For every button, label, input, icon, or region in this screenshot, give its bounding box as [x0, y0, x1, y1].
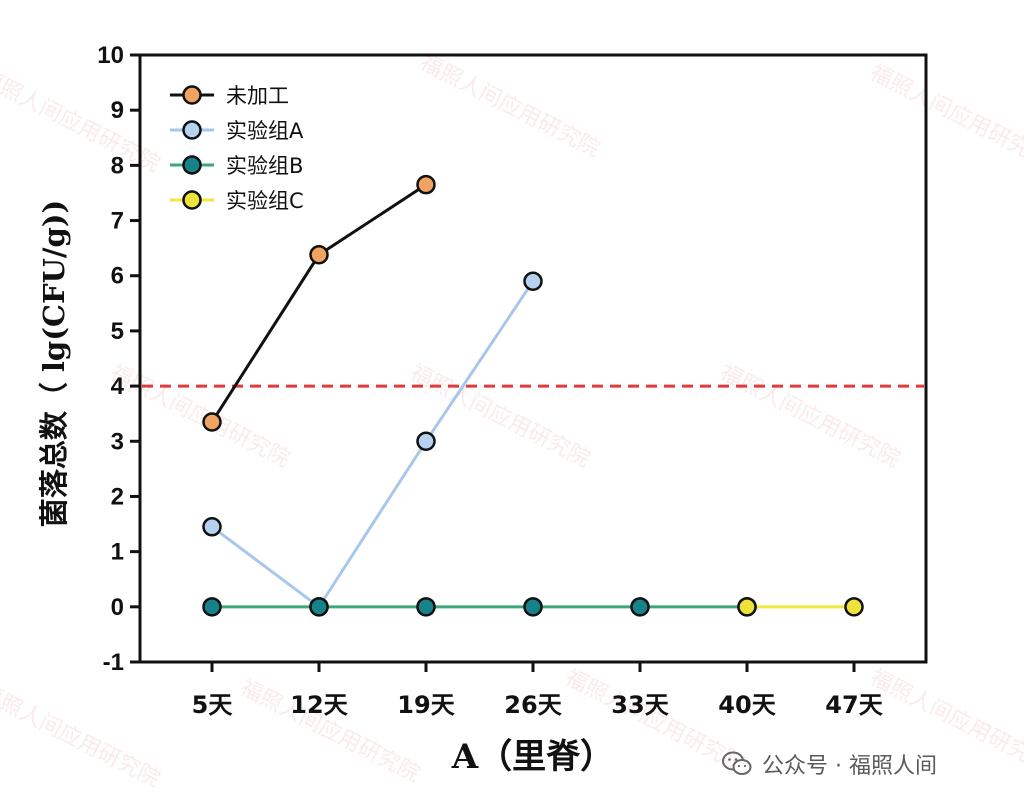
series-4-point — [844, 597, 864, 617]
legend-label: 实验组A — [226, 119, 304, 143]
legend-marker — [182, 120, 202, 140]
y-tick-label: 3 — [111, 428, 124, 455]
x-tick-label: 33天 — [611, 691, 668, 719]
x-tick-label: 47天 — [825, 691, 882, 719]
series-3-point — [202, 597, 222, 617]
series-1-point — [202, 412, 222, 432]
series-3-point — [309, 597, 329, 617]
series-3-point — [630, 597, 650, 617]
y-tick-label: 4 — [111, 373, 125, 400]
wechat-icon — [722, 751, 752, 775]
y-tick-label: 8 — [111, 152, 124, 179]
x-tick-label: 19天 — [397, 691, 454, 719]
y-tick-label: 9 — [111, 97, 124, 124]
series-1-point — [309, 245, 329, 265]
x-tick-label: 26天 — [504, 691, 561, 719]
series-2-line — [211, 280, 535, 609]
x-tick-label: 12天 — [290, 691, 347, 719]
footer-text: 公众号 · 福照人间 — [762, 754, 937, 779]
y-tick-label: 10 — [97, 42, 124, 69]
x-tick-label: 40天 — [718, 691, 775, 719]
series-3-point — [416, 597, 436, 617]
y-tick-label: 0 — [111, 594, 124, 621]
series-2-point — [416, 431, 436, 452]
x-tick-label: 5天 — [192, 691, 233, 719]
x-axis-title: A（里脊） — [451, 737, 614, 777]
legend-label: 实验组C — [226, 189, 304, 213]
y-tick-label: 5 — [111, 318, 124, 345]
legend-marker — [182, 85, 202, 105]
series-2-point — [523, 271, 543, 291]
series-1-line — [210, 183, 427, 423]
legend-marker — [182, 190, 202, 210]
series-2-point — [202, 517, 222, 537]
y-tick-label: 6 — [111, 263, 124, 290]
y-tick-label: 2 — [111, 483, 124, 510]
y-axis-title: 菌落总数（ lg(CFU/g)) — [37, 200, 71, 527]
legend-label: 未加工 — [226, 84, 289, 108]
y-tick-label: -1 — [103, 649, 124, 676]
legend-label: 实验组B — [226, 154, 303, 178]
y-tick-label: 7 — [111, 208, 124, 235]
legend-marker — [182, 155, 202, 175]
series-3-point — [523, 597, 543, 617]
y-tick-label: 1 — [111, 539, 124, 566]
series-4-point — [737, 597, 757, 617]
plot-frame — [138, 53, 928, 664]
footer-account: 公众号 · 福照人间 — [722, 748, 937, 780]
series-1-point — [416, 174, 436, 195]
